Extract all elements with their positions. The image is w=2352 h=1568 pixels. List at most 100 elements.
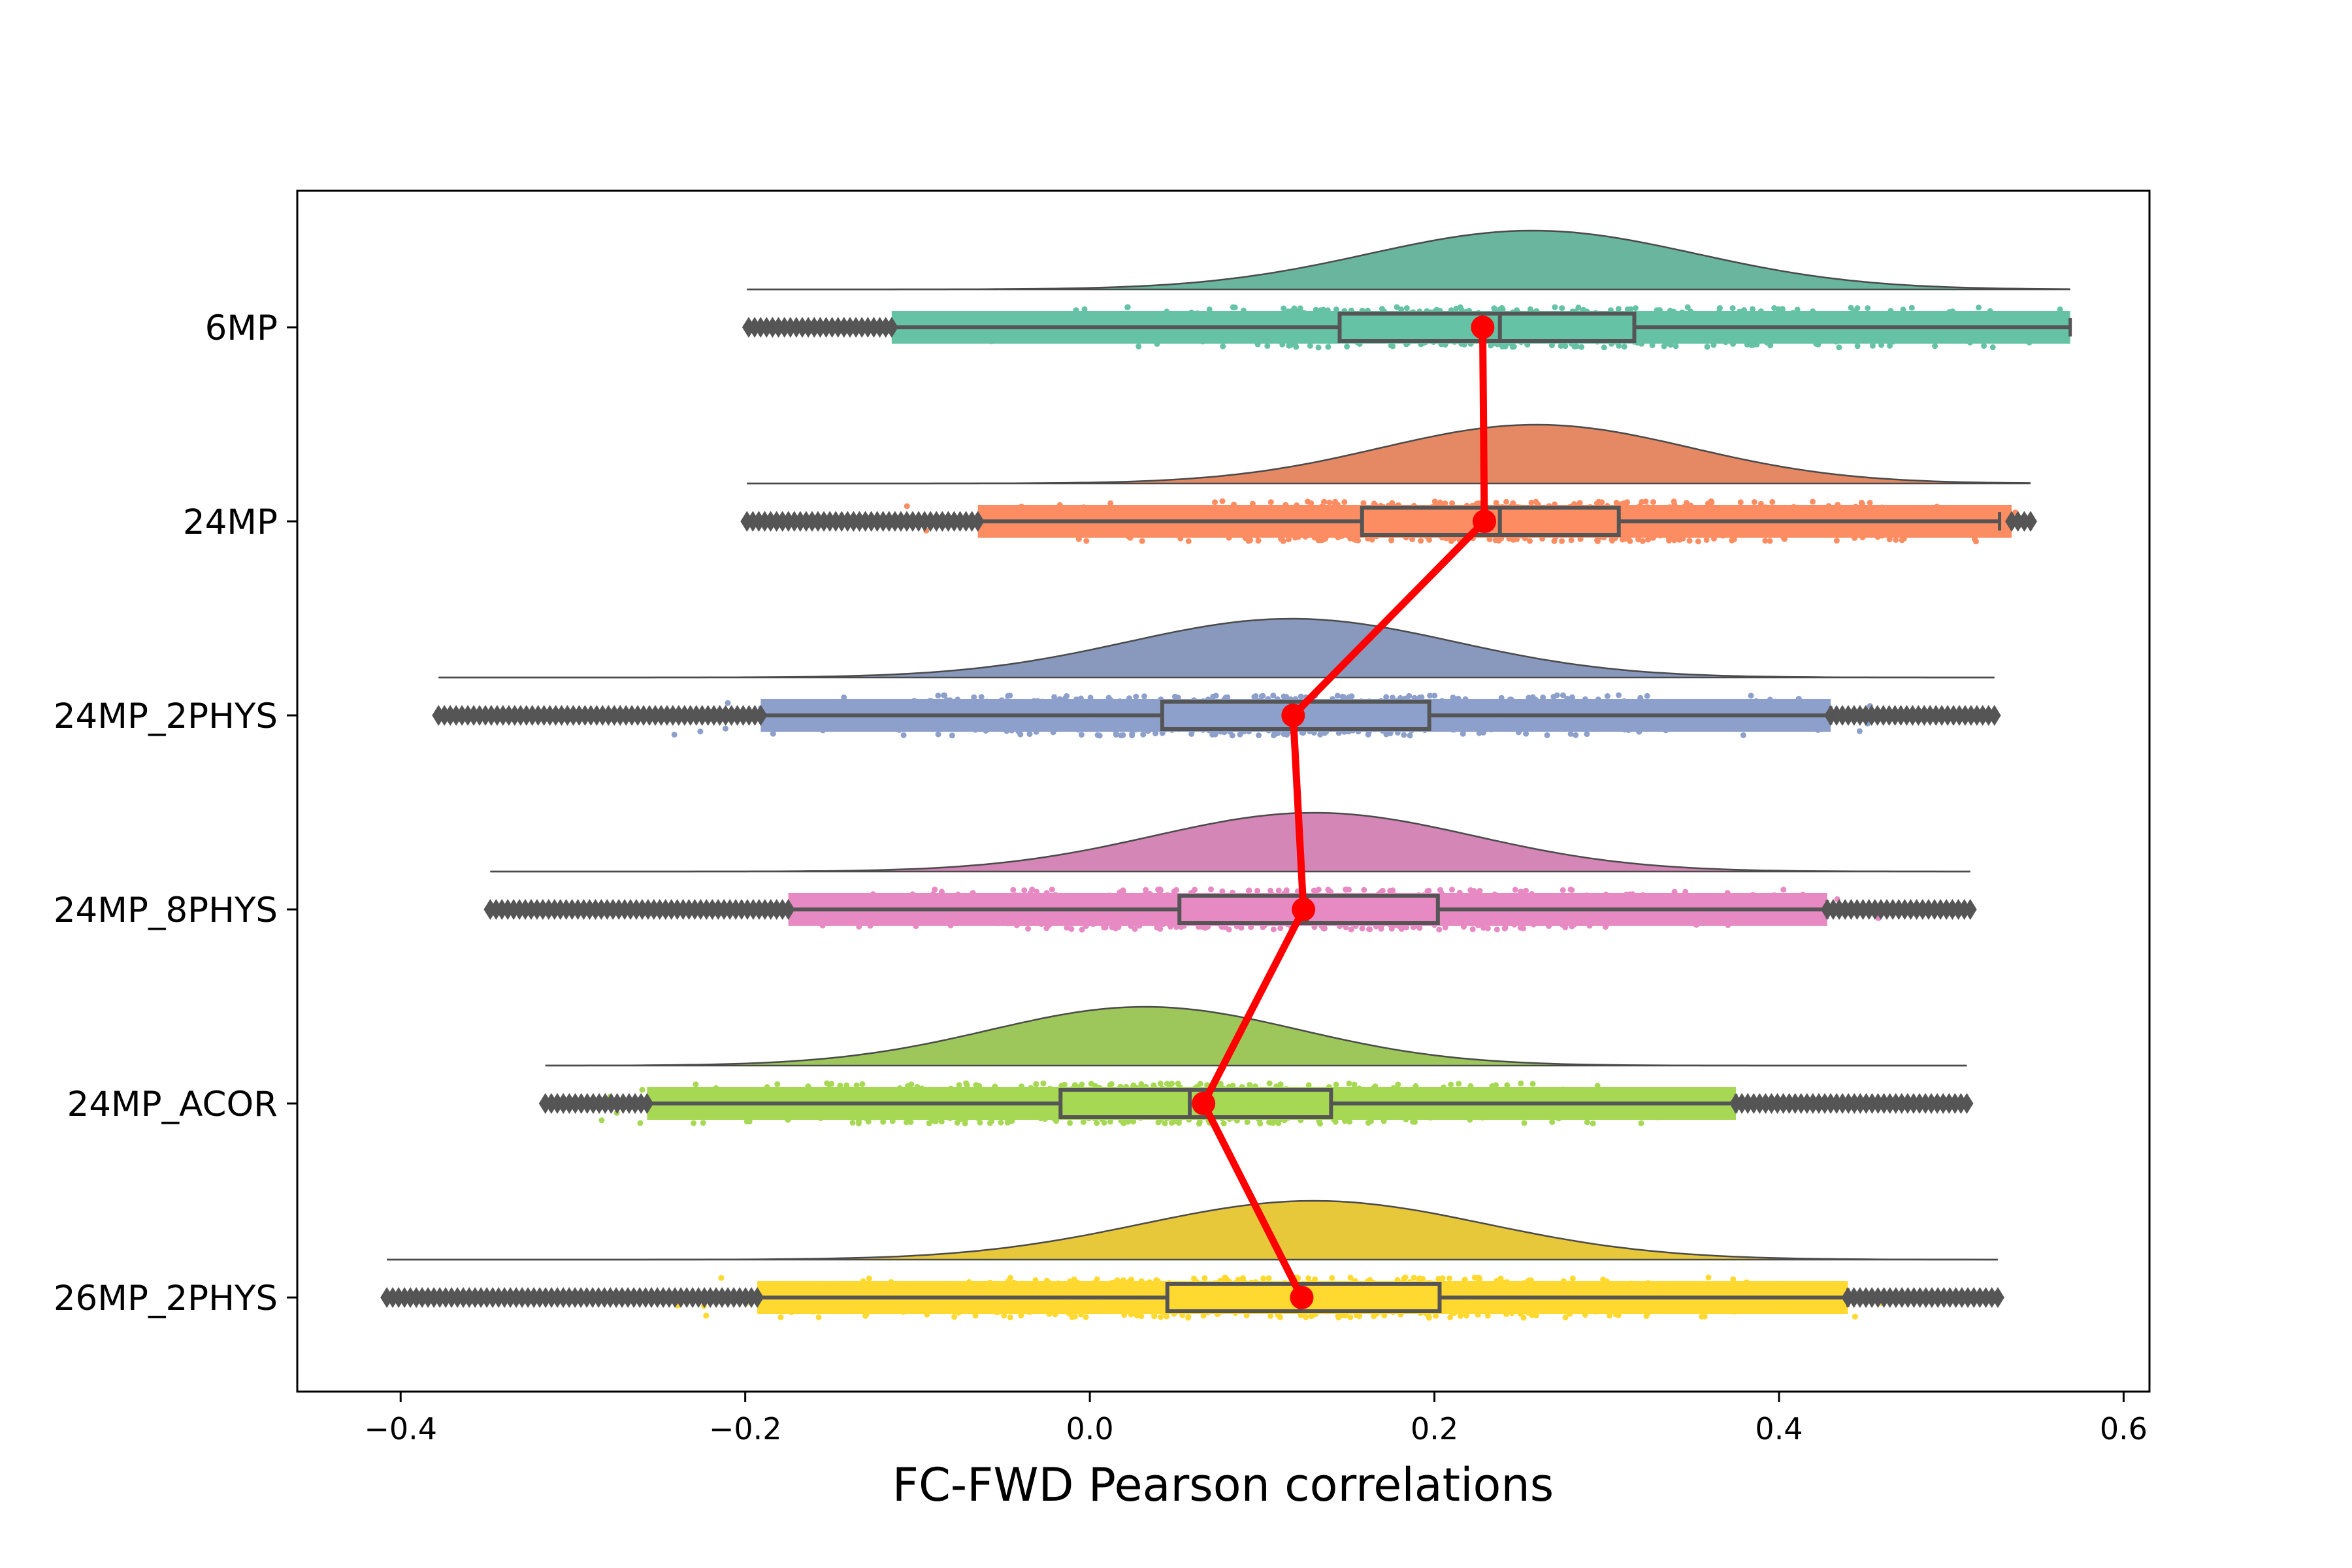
x-tick-label: 0.0 [1066,1411,1114,1446]
rain-point [1703,1284,1709,1291]
rain-point [1608,725,1614,732]
rain-point [864,910,870,916]
rain-point [1001,1282,1007,1289]
rain-point [1583,898,1589,905]
rain-point [1636,728,1642,735]
rain-point [880,1299,887,1305]
rain-point [1594,1083,1601,1089]
rain-point [1071,1313,1078,1320]
rain-point [1051,1107,1058,1114]
rain-point [1705,329,1711,335]
rain-point [1244,1119,1250,1126]
rain-point [1219,498,1226,504]
rain-point [1639,1291,1645,1298]
rain-point [1326,316,1332,323]
rain-point [1595,498,1602,505]
rain-point [1132,336,1139,342]
rain-point [1722,332,1728,338]
rain-point [1852,1313,1858,1320]
rain-point [975,894,982,901]
rain-point [1676,1306,1683,1313]
rain-point [1546,1308,1553,1315]
rain-point [1499,896,1505,902]
rain-point [1164,1081,1170,1087]
rain-point [1145,727,1152,734]
rain-point [876,1094,882,1100]
rain-point [1157,926,1164,932]
rain-point [1247,1082,1253,1088]
rain-point [1212,499,1218,506]
rain-point [1833,538,1840,544]
rain-point [1086,722,1092,728]
rain-point [1518,889,1524,895]
rain-point [1682,331,1688,337]
rain-point [1821,513,1827,519]
rain-point [1046,922,1053,928]
mean-point-24MP_8PHYS [1292,898,1316,921]
rain-point [1524,342,1531,348]
rain-point [1520,1285,1527,1292]
rain-point [900,732,907,738]
rain-point [1411,694,1418,701]
rain-point [1644,504,1651,510]
y-category-label: 24MP_ACOR [67,1085,278,1124]
rain-point [1572,719,1578,725]
rain-point [1463,896,1470,902]
rain-point [1365,731,1371,738]
rain-point [1595,696,1601,703]
rain-point [1525,722,1531,728]
rain-point [1657,514,1663,520]
rain-point [1090,707,1097,713]
rain-point [972,727,979,733]
rain-point [1005,1119,1012,1124]
rain-point [1040,1080,1047,1086]
rain-point [1097,901,1103,907]
rain-point [1403,1116,1409,1122]
rain-point [869,1299,875,1306]
rain-point [1682,527,1689,534]
rain-point [1461,341,1467,348]
rain-point [1662,319,1669,325]
rain-point [1141,693,1147,700]
rain-point [1083,898,1089,905]
rain-point [723,725,728,732]
rain-point [1898,523,1904,529]
rain-point [1070,331,1077,338]
rain-point [1582,1312,1588,1318]
rain-point [859,707,866,713]
rain-point [1294,308,1300,315]
rain-point [1731,913,1737,919]
rain-point [1458,1305,1465,1311]
rain-point [1467,721,1474,727]
rain-point [1682,889,1689,895]
rain-point [1260,924,1266,930]
rain-point [1771,305,1778,311]
rain-point [1009,902,1015,909]
rain-point [1573,1285,1579,1292]
x-axis-label: FC-FWD Pearson correlations [892,1458,1554,1512]
rain-point [1448,307,1454,314]
rain-point [1074,1279,1081,1286]
rain-point [1070,707,1076,713]
rain-point [1717,312,1723,318]
rain-point [1565,1281,1572,1287]
rain-point [1586,699,1593,706]
rain-point [1503,1112,1509,1119]
rain-point [992,1096,998,1102]
rain-point [955,891,961,898]
rain-point [1527,538,1533,544]
rain-point [1009,727,1015,734]
rain-point [1256,732,1262,738]
rain-point [1518,924,1524,931]
rain-point [1451,1310,1458,1316]
rain-point [1410,924,1416,930]
rain-point [1646,509,1653,515]
rain-point [1475,1311,1481,1318]
rain-point [1018,1313,1024,1319]
rain-point [1552,919,1558,926]
y-category-label: 24MP_8PHYS [54,890,278,930]
rain-point [1215,329,1221,336]
rain-point [1298,693,1304,700]
rain-point [1662,900,1669,906]
rain-point [1068,926,1075,932]
